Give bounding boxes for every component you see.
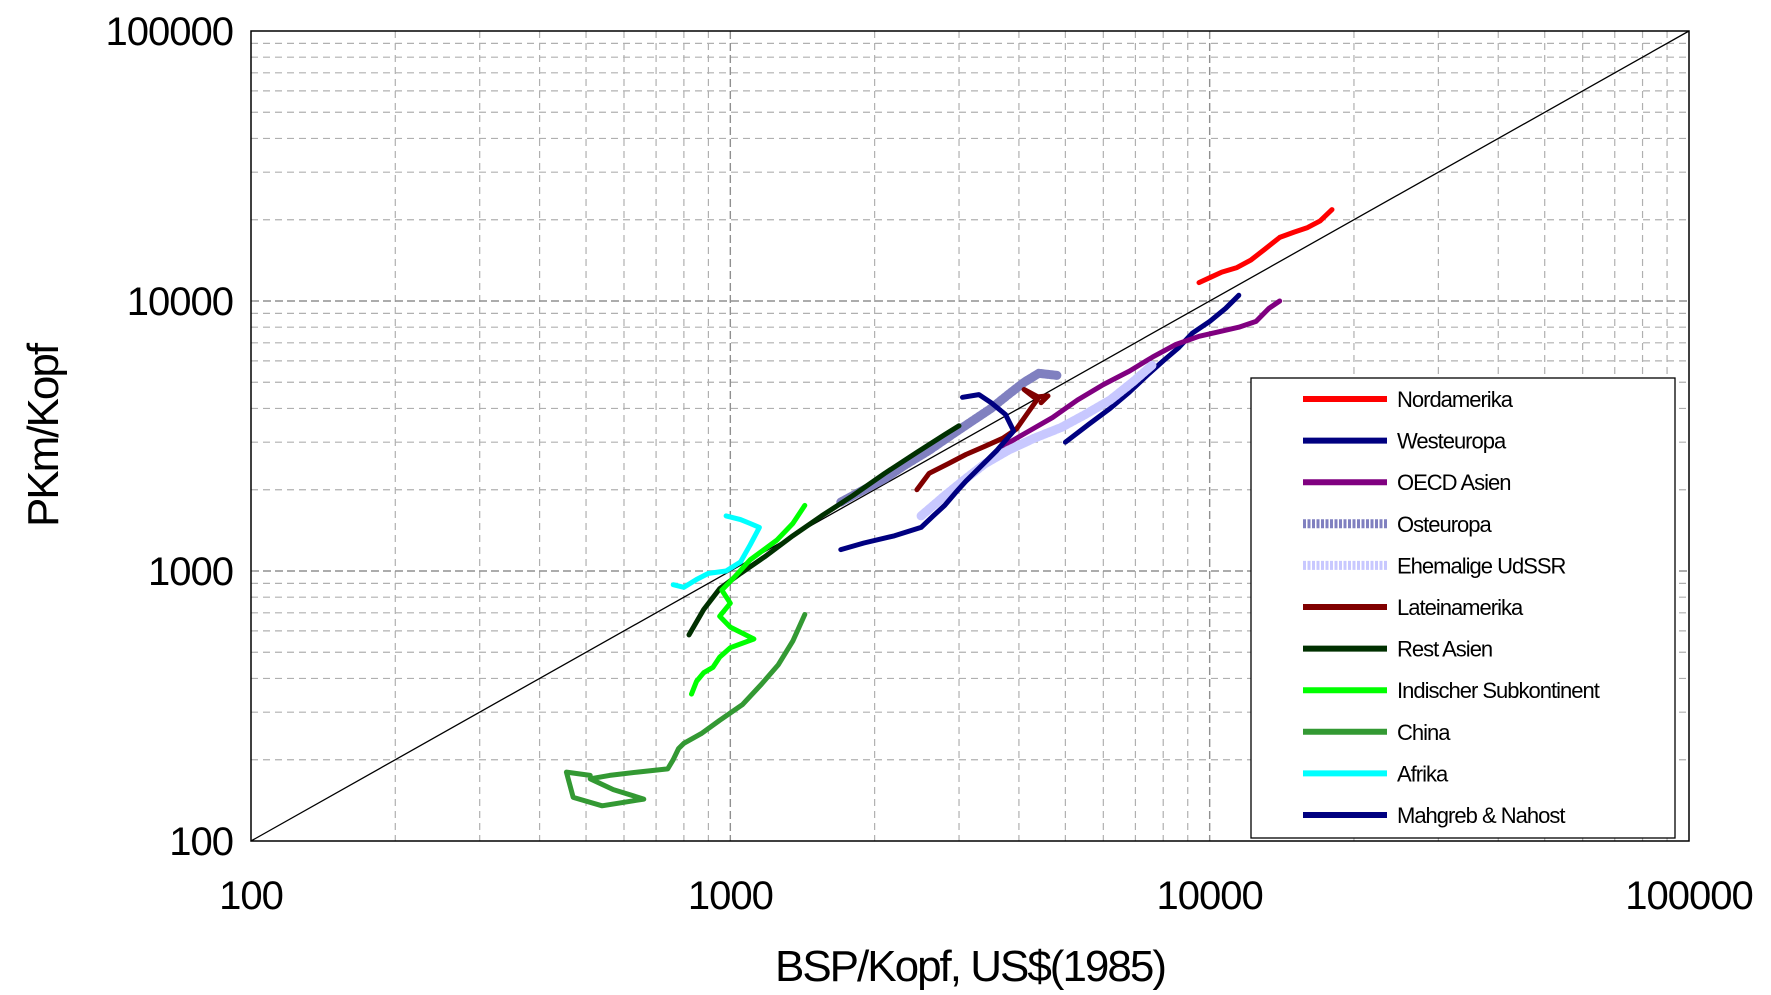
legend-label: OECD Asien bbox=[1397, 470, 1511, 495]
series-line-oecd-asien bbox=[1000, 298, 1283, 449]
legend-label: Afrika bbox=[1397, 761, 1449, 786]
plot-area-frame bbox=[250, 30, 1690, 842]
legend-label: Rest Asien bbox=[1397, 637, 1492, 662]
x-tick-label: 100000 bbox=[1625, 874, 1752, 918]
y-tick-label: 10000 bbox=[127, 280, 233, 324]
legend-label: Lateinamerika bbox=[1397, 595, 1524, 620]
legend-label: Westeuropa bbox=[1397, 429, 1507, 454]
y-tick-label: 100000 bbox=[106, 10, 233, 54]
series-line-indischer-subkontinent bbox=[689, 502, 808, 697]
legend-label: Ehemalige UdSSR bbox=[1397, 553, 1566, 578]
legend: Nordamerika Westeuropa OECD Asien Osteuropa… bbox=[1250, 377, 1676, 839]
series-line-nordamerika bbox=[1196, 207, 1335, 286]
series-layer bbox=[563, 207, 1335, 809]
legend-label: Mahgreb & Nahost bbox=[1397, 803, 1565, 828]
x-tick-label: 10000 bbox=[1157, 874, 1263, 918]
series-line-westeuropa bbox=[1062, 292, 1242, 445]
x-tick-label: 1000 bbox=[688, 874, 773, 918]
series-line-rest-asien bbox=[686, 423, 962, 638]
legend-label: China bbox=[1397, 720, 1451, 745]
legend-label: Nordamerika bbox=[1397, 387, 1514, 412]
x-tick-label: 100 bbox=[219, 874, 283, 918]
reference-diagonal-line bbox=[250, 30, 1690, 842]
series-line-mahgreb-nahost bbox=[838, 392, 1017, 553]
series-line-china bbox=[563, 612, 808, 809]
y-axis-title: PKm/Kopf bbox=[19, 342, 68, 527]
axis-ticks: 100 1000 10000 100000 100 1000 10000 100000 bbox=[106, 10, 1754, 918]
series-line-ehemalige-udssr bbox=[916, 360, 1157, 521]
series-line-osteuropa bbox=[836, 368, 1062, 507]
y-tick-label: 1000 bbox=[148, 550, 233, 594]
x-axis-title: BSP/Kopf, US$(1985) bbox=[775, 942, 1165, 991]
legend-label: Osteuropa bbox=[1397, 512, 1492, 537]
series-line-afrika bbox=[670, 513, 762, 590]
y-tick-label: 100 bbox=[169, 820, 233, 864]
series-line-lateinamerika bbox=[914, 387, 1051, 493]
legend-label: Indischer Subkontinent bbox=[1397, 678, 1600, 703]
